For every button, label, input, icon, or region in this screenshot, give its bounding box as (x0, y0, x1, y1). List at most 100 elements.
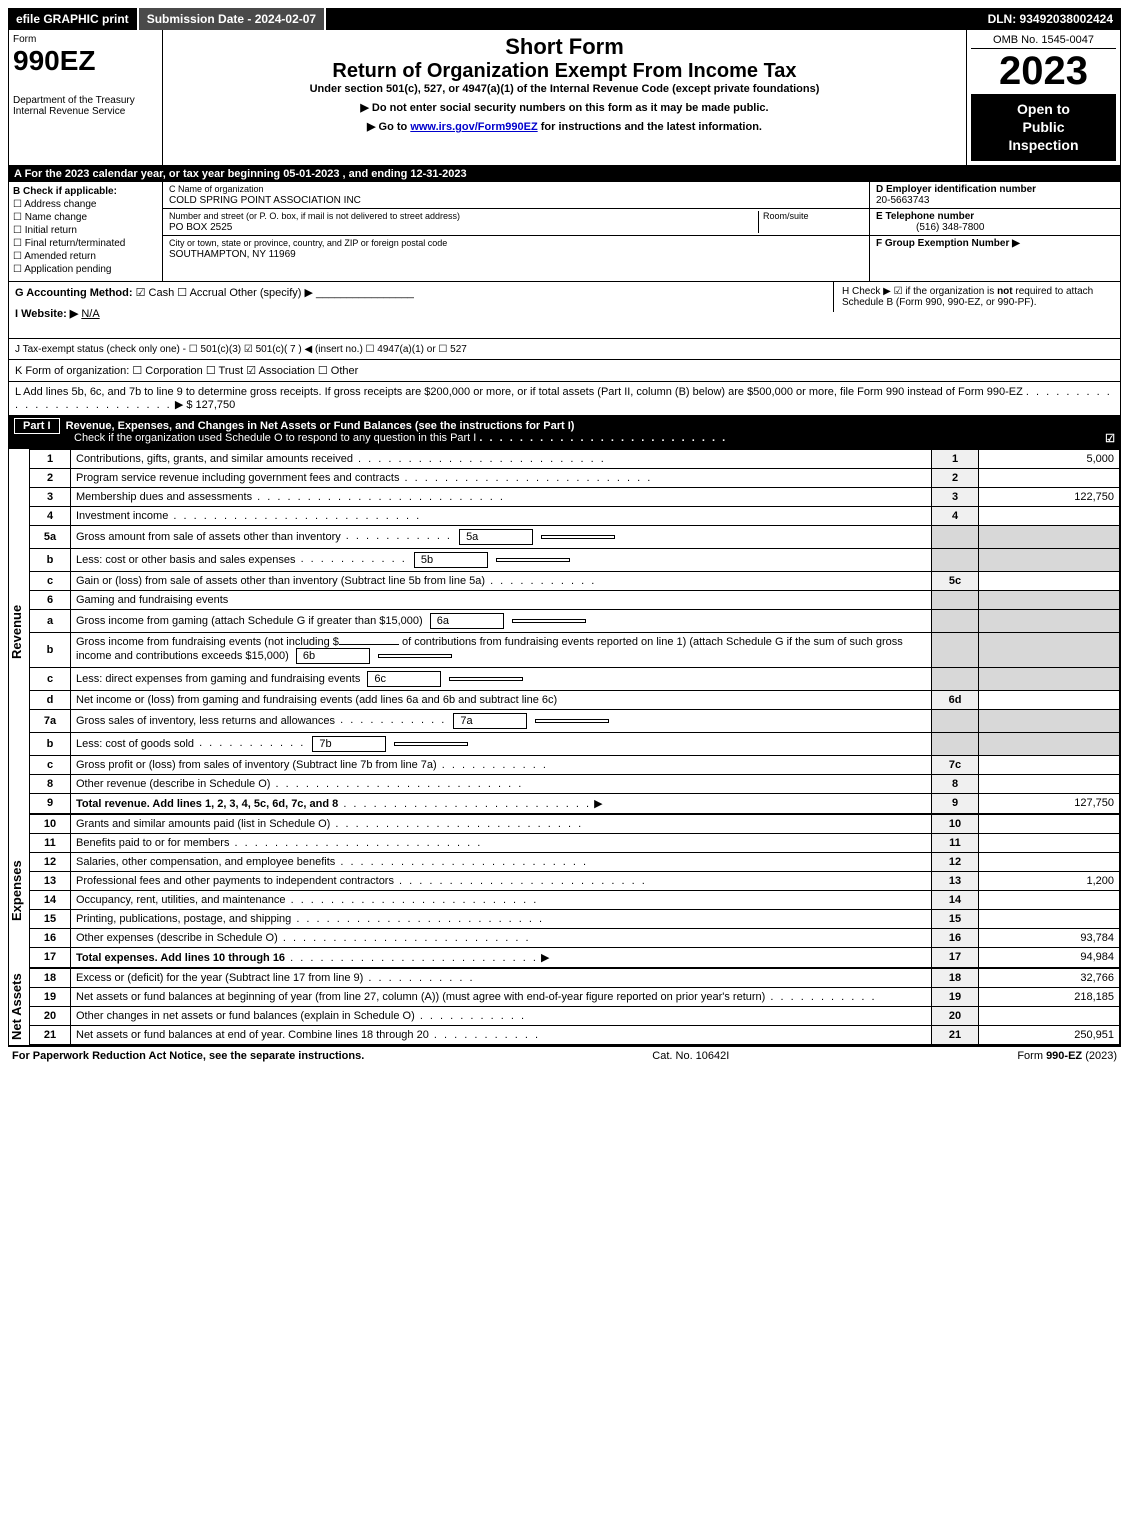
chk-cash[interactable]: ☑ Cash (136, 287, 175, 299)
dept-treasury: Department of the Treasury (13, 95, 158, 106)
section-def: D Employer identification number 20-5663… (869, 182, 1120, 281)
section-c: C Name of organization COLD SPRING POINT… (163, 182, 869, 281)
line-5c: cGain or (loss) from sale of assets othe… (30, 571, 1120, 590)
box-5a-value[interactable] (541, 535, 615, 539)
revenue-block: Revenue 1Contributions, gifts, grants, a… (8, 449, 1121, 814)
part1-check-text: Check if the organization used Schedule … (14, 432, 476, 444)
header-left: Form 990EZ Department of the Treasury In… (9, 30, 163, 165)
line-16: 16Other expenses (describe in Schedule O… (30, 928, 1120, 947)
org-info-section: B Check if applicable: ☐ Address change … (8, 182, 1121, 282)
section-h: H Check ▶ ☑ if the organization is not r… (833, 282, 1120, 312)
note2-post: for instructions and the latest informat… (538, 121, 762, 133)
line-13: 13Professional fees and other payments t… (30, 871, 1120, 890)
part1-checkbox[interactable]: ☑ (1105, 432, 1115, 445)
sub-title: Under section 501(c), 527, or 4947(a)(1)… (171, 83, 958, 95)
chk-final-return[interactable]: ☐ Final return/terminated (13, 238, 158, 249)
line-3: 3Membership dues and assessments3122,750 (30, 487, 1120, 506)
chk-name-change[interactable]: ☐ Name change (13, 212, 158, 223)
page-footer: For Paperwork Reduction Act Notice, see … (8, 1046, 1121, 1065)
box-7b-label: 7b (312, 736, 386, 752)
line-6: 6Gaming and fundraising events (30, 590, 1120, 609)
phone-label: E Telephone number (876, 211, 974, 222)
ein-value: 20-5663743 (876, 195, 929, 206)
section-l: L Add lines 5b, 6c, and 7b to line 9 to … (8, 382, 1121, 416)
part1-dots (479, 432, 727, 444)
box-5b-value[interactable] (496, 558, 570, 562)
box-6b-label: 6b (296, 648, 370, 664)
line-19: 19Net assets or fund balances at beginni… (30, 987, 1120, 1006)
line-10: 10Grants and similar amounts paid (list … (30, 814, 1120, 833)
line-8: 8Other revenue (describe in Schedule O)8 (30, 774, 1120, 793)
l-text: L Add lines 5b, 6c, and 7b to line 9 to … (15, 386, 1023, 398)
chk-initial-return[interactable]: ☐ Initial return (13, 225, 158, 236)
section-b: B Check if applicable: ☐ Address change … (9, 182, 163, 281)
6b-blank[interactable] (339, 644, 399, 645)
box-6a-value[interactable] (512, 619, 586, 623)
line-7c: cGross profit or (loss) from sales of in… (30, 755, 1120, 774)
efile-label[interactable]: efile GRAPHIC print (8, 8, 139, 30)
form-word: Form (13, 34, 158, 45)
expenses-block: Expenses 10Grants and similar amounts pa… (8, 814, 1121, 968)
chk-accrual[interactable]: ☐ Accrual (177, 287, 226, 299)
box-7a-value[interactable] (535, 719, 609, 723)
submission-date: Submission Date - 2024-02-07 (139, 8, 326, 30)
section-j: J Tax-exempt status (check only one) - ☐… (8, 339, 1121, 360)
line-5a: 5aGross amount from sale of assets other… (30, 525, 1120, 548)
line-6a: aGross income from gaming (attach Schedu… (30, 609, 1120, 632)
line-6b: bGross income from fundraising events (n… (30, 632, 1120, 667)
row-a-tax-year: A For the 2023 calendar year, or tax yea… (8, 166, 1121, 182)
arrow-icon: ▶ (594, 798, 602, 810)
tax-year: 2023 (971, 49, 1116, 94)
main-title: Return of Organization Exempt From Incom… (171, 60, 958, 83)
irs-link[interactable]: www.irs.gov/Form990EZ (410, 121, 537, 133)
tax-exempt-status: J Tax-exempt status (check only one) - ☐… (15, 344, 467, 355)
header-right: OMB No. 1545-0047 2023 Open to Public In… (966, 30, 1120, 165)
line-11: 11Benefits paid to or for members11 (30, 833, 1120, 852)
line-9: 9Total revenue. Add lines 1, 2, 3, 4, 5c… (30, 793, 1120, 813)
box-5b-label: 5b (414, 552, 488, 568)
net-assets-block: Net Assets 18Excess or (deficit) for the… (8, 968, 1121, 1046)
chk-address-change[interactable]: ☐ Address change (13, 199, 158, 210)
arrow-icon: ▶ (541, 952, 549, 964)
line-15: 15Printing, publications, postage, and s… (30, 909, 1120, 928)
line-7a: 7aGross sales of inventory, less returns… (30, 709, 1120, 732)
box-6a-label: 6a (430, 613, 504, 629)
box-6c-value[interactable] (449, 677, 523, 681)
note2-pre: ▶ Go to (367, 121, 410, 133)
inspection-badge: Open to Public Inspection (971, 94, 1116, 161)
box-7a-label: 7a (453, 713, 527, 729)
insp2: Public (1022, 119, 1064, 135)
h-not: not (997, 286, 1013, 297)
section-gh: G Accounting Method: ☑ Cash ☐ Accrual Ot… (8, 282, 1121, 339)
form-number: 990EZ (13, 45, 158, 77)
line-14: 14Occupancy, rent, utilities, and mainte… (30, 890, 1120, 909)
l-arrow: ▶ $ (175, 399, 193, 411)
street-value: PO BOX 2525 (169, 222, 232, 233)
box-6c-label: 6c (367, 671, 441, 687)
form-header: Form 990EZ Department of the Treasury In… (8, 30, 1121, 166)
section-k: K Form of organization: ☐ Corporation ☐ … (8, 360, 1121, 382)
line-12: 12Salaries, other compensation, and empl… (30, 852, 1120, 871)
box-7b-value[interactable] (394, 742, 468, 746)
top-bar: efile GRAPHIC print Submission Date - 20… (8, 8, 1121, 30)
room-label: Room/suite (763, 211, 809, 221)
chk-other[interactable]: Other (specify) ▶ ________________ (229, 287, 414, 299)
city-value: SOUTHAMPTON, NY 11969 (169, 249, 296, 260)
line-4: 4Investment income4 (30, 506, 1120, 525)
line-7b: bLess: cost of goods sold 7b (30, 732, 1120, 755)
line-1: 1Contributions, gifts, grants, and simil… (30, 449, 1120, 468)
city-label: City or town, state or province, country… (169, 238, 447, 248)
instructions-note: ▶ Go to www.irs.gov/Form990EZ for instru… (171, 120, 958, 133)
ssn-warning: ▶ Do not enter social security numbers o… (171, 101, 958, 114)
box-6b-value[interactable] (378, 654, 452, 658)
line-6c: cLess: direct expenses from gaming and f… (30, 667, 1120, 690)
chk-application-pending[interactable]: ☐ Application pending (13, 264, 158, 275)
line-20: 20Other changes in net assets or fund ba… (30, 1006, 1120, 1025)
org-name: COLD SPRING POINT ASSOCIATION INC (169, 195, 361, 206)
group-exemption-label: F Group Exemption Number ▶ (876, 238, 1020, 249)
g-label: G Accounting Method: (15, 287, 133, 299)
part1-header: Part I Revenue, Expenses, and Changes in… (9, 416, 1121, 448)
cat-number: Cat. No. 10642I (652, 1050, 729, 1062)
chk-amended-return[interactable]: ☐ Amended return (13, 251, 158, 262)
insp1: Open to (1017, 101, 1070, 117)
